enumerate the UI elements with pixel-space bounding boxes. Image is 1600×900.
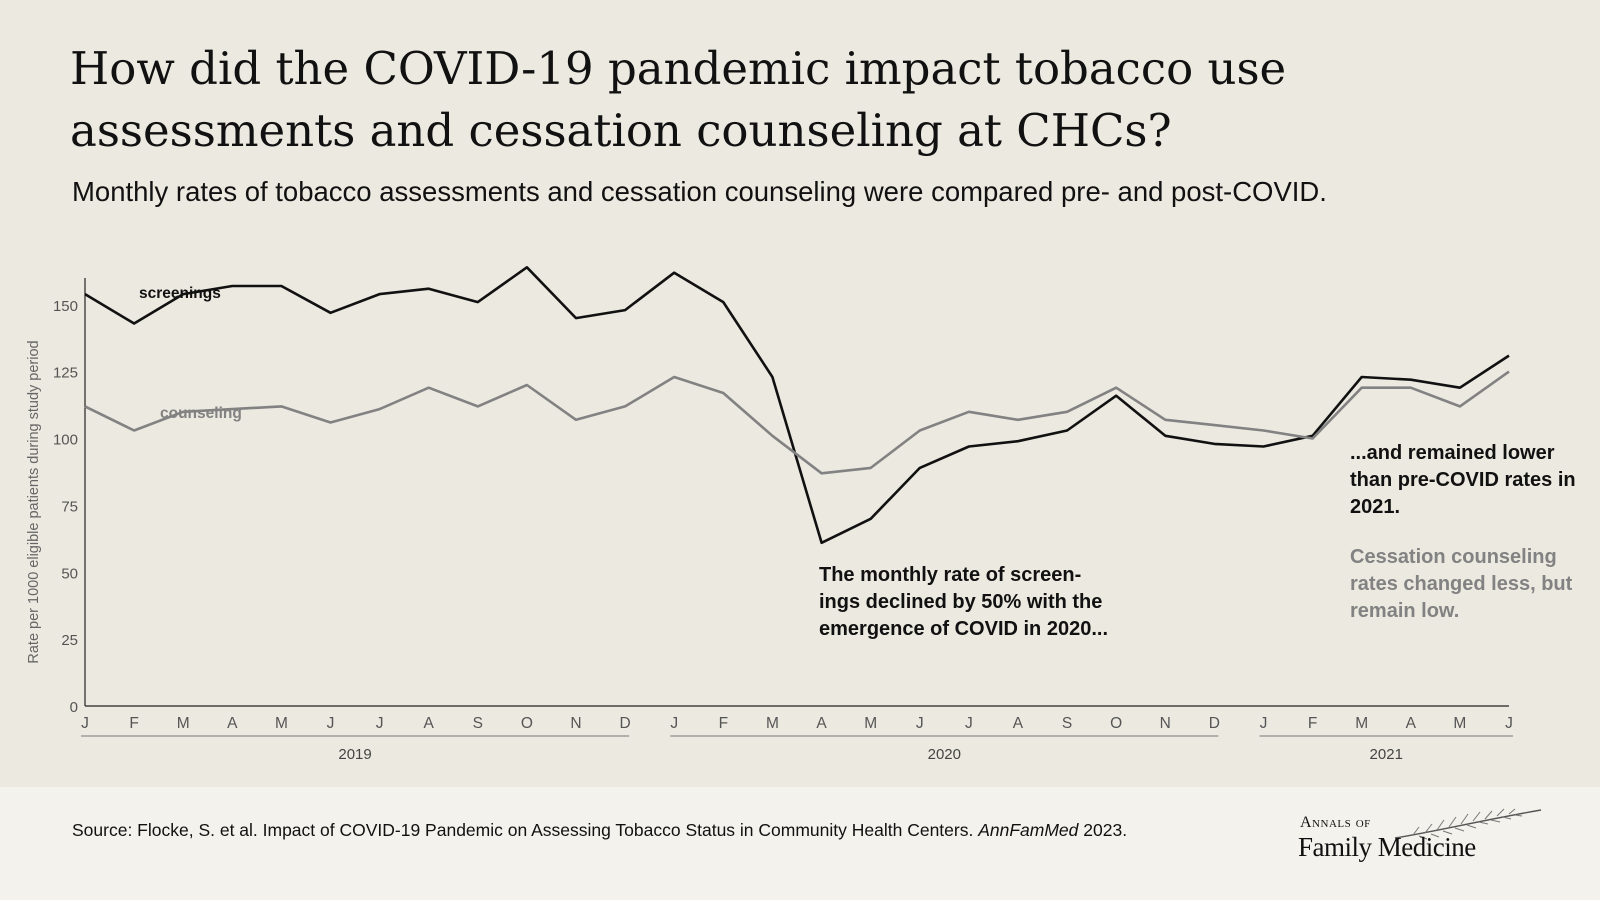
x-tick-label: D xyxy=(1209,715,1220,732)
x-tick-label: J xyxy=(327,715,335,732)
fern-leaf-icon xyxy=(1394,808,1542,840)
x-tick-label: J xyxy=(376,715,384,732)
x-tick-label: S xyxy=(473,715,483,732)
year-label-2021: 2021 xyxy=(1370,746,1403,763)
source-year: 2023. xyxy=(1083,820,1128,840)
chart-axes xyxy=(81,278,1513,737)
x-tick-label: A xyxy=(816,715,827,732)
x-tick-label: A xyxy=(227,715,238,732)
y-tick-label: 25 xyxy=(61,632,78,649)
chart-title: How did the COVID-19 pandemic impact tob… xyxy=(70,42,1287,157)
x-tick-label: J xyxy=(670,715,678,732)
annotation-decline: The monthly rate of screen-ings declined… xyxy=(819,564,1108,640)
series-line-screenings xyxy=(84,265,1510,545)
x-tick-label: F xyxy=(129,715,138,732)
year-label-2019: 2019 xyxy=(338,746,371,763)
y-tick-label: 100 xyxy=(53,432,78,449)
source-journal: AnnFamMed xyxy=(978,820,1079,840)
x-tick-label: M xyxy=(1453,715,1466,732)
logo-main-text: Family Medicine xyxy=(1298,832,1476,862)
chart-lines xyxy=(84,265,1510,545)
x-tick-label: N xyxy=(1160,715,1171,732)
x-tick-label: J xyxy=(916,715,924,732)
x-tick-label: A xyxy=(1013,715,1024,732)
source-text: Source: Flocke, S. et al. Impact of COVI… xyxy=(72,820,974,840)
y-tick-label: 125 xyxy=(53,365,78,382)
y-axis-label: Rate per 1000 eligible patients during s… xyxy=(26,340,42,663)
x-tick-label: S xyxy=(1062,715,1072,732)
x-tick-label: J xyxy=(81,715,89,732)
logo-top-text: Annals of xyxy=(1300,814,1371,831)
y-tick-label: 50 xyxy=(61,565,78,582)
x-tick-label: J xyxy=(1260,715,1268,732)
x-tick-label: N xyxy=(570,715,581,732)
annotation-remained-lower: ...and remained lower than pre-COVID rat… xyxy=(1350,442,1576,518)
annotation-counseling: Cessation counseling rates changed less,… xyxy=(1350,546,1573,622)
y-tick-label: 150 xyxy=(53,298,78,315)
x-tick-label: D xyxy=(620,715,631,732)
footer: Source: Flocke, S. et al. Impact of COVI… xyxy=(0,787,1600,900)
annals-logo: Annals of Family Medicine xyxy=(1298,804,1548,884)
chart-subtitle: Monthly rates of tobacco assessments and… xyxy=(72,176,1327,207)
x-tick-label: F xyxy=(1308,715,1317,732)
y-tick-label: 0 xyxy=(70,699,78,716)
x-tick-label: M xyxy=(275,715,288,732)
x-tick-label: J xyxy=(965,715,973,732)
x-tick-label: M xyxy=(177,715,190,732)
source-citation: Source: Flocke, S. et al. Impact of COVI… xyxy=(72,817,1127,843)
chart-labels: 0 25 50 75 100 125 150 Rate per 1000 eligible p… xyxy=(26,285,1513,763)
series-line-counseling xyxy=(84,370,1510,475)
x-tick-label: O xyxy=(521,715,533,732)
x-tick-label: J xyxy=(1505,715,1513,732)
x-tick-label: M xyxy=(1355,715,1368,732)
line-chart: 0 25 50 75 100 125 150 Rate per 1000 eligible p… xyxy=(26,265,1513,763)
x-tick-label: M xyxy=(864,715,877,732)
y-tick-label: 75 xyxy=(61,498,78,515)
x-tick-label: A xyxy=(424,715,435,732)
x-tick-label: A xyxy=(1406,715,1417,732)
series-label-counseling: counseling xyxy=(160,405,242,422)
series-label-screenings: screenings xyxy=(139,285,221,302)
x-tick-label: O xyxy=(1110,715,1122,732)
x-tick-label: M xyxy=(766,715,779,732)
x-tick-label: F xyxy=(719,715,728,732)
year-label-2020: 2020 xyxy=(928,746,961,763)
